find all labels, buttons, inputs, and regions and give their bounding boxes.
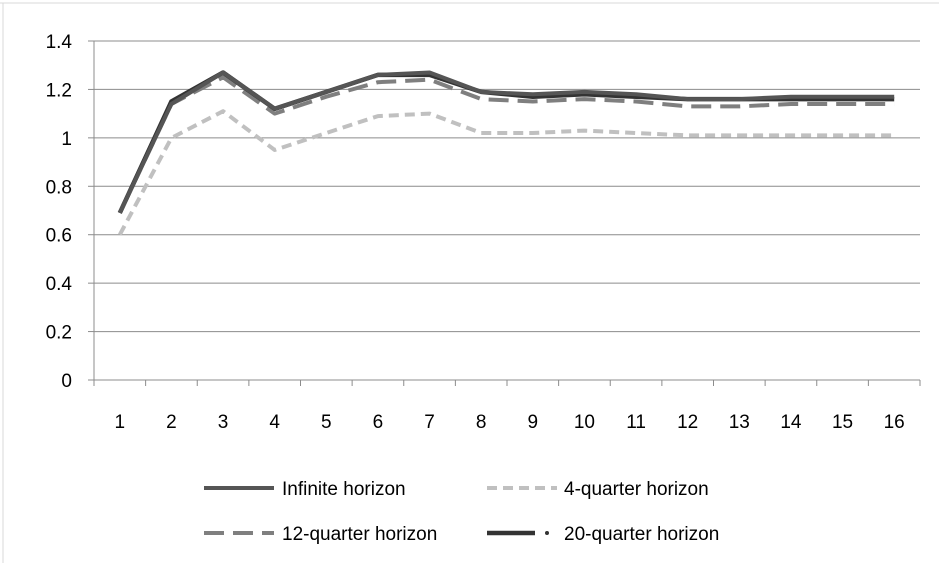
series-lines: [117, 70, 895, 236]
x-tick-label: 9: [528, 412, 539, 433]
x-tick-label: 11: [626, 412, 646, 433]
x-tick-label: 14: [780, 412, 802, 433]
x-tick-label: 2: [166, 412, 177, 433]
y-tick-label: 0.4: [46, 274, 73, 295]
x-tick-label: 4: [269, 412, 280, 433]
x-tick-label: 5: [321, 412, 332, 433]
x-tick-label: 7: [424, 412, 435, 433]
legend-swatch-dot-4: [545, 531, 549, 535]
y-tick-label: 0.6: [46, 226, 72, 247]
y-tick-label: 0: [61, 371, 72, 392]
axes: 00.20.40.60.811.21.41 2 3 4 5 6 7 8 9 10 11 12 13 14 1…: [46, 32, 921, 433]
x-tick-label: 3: [218, 412, 229, 433]
x-tick-label: 10: [574, 412, 595, 433]
y-tick-label: 0.8: [46, 177, 72, 198]
x-tick-label: 12: [677, 412, 698, 433]
x-tick-label: 8: [476, 412, 487, 433]
legend: Infinite horizon 4-quarter horizon 12-quar…: [204, 479, 719, 545]
series-line-2: [118, 109, 895, 236]
legend-label-3: 12-quarter horizon: [282, 524, 437, 545]
legend-label-2: 4-quarter horizon: [564, 479, 709, 500]
y-tick-label: 1.4: [46, 32, 73, 53]
x-tick-label: 16: [884, 412, 905, 433]
x-tick-label: 15: [832, 412, 853, 433]
series-line-3: [117, 75, 895, 214]
x-tick-label: 6: [373, 412, 384, 433]
series-line-1: [117, 70, 895, 214]
y-tick-label: 1.2: [46, 80, 72, 101]
x-tick-label: 1: [115, 412, 126, 433]
gridlines: [94, 40, 920, 333]
x-tick-label: 13: [729, 412, 750, 433]
y-tick-label: 0.2: [46, 323, 72, 344]
legend-label-4: 20-quarter horizon: [564, 524, 719, 545]
y-tick-label: 1: [61, 129, 72, 150]
legend-label-1: Infinite horizon: [282, 479, 406, 500]
